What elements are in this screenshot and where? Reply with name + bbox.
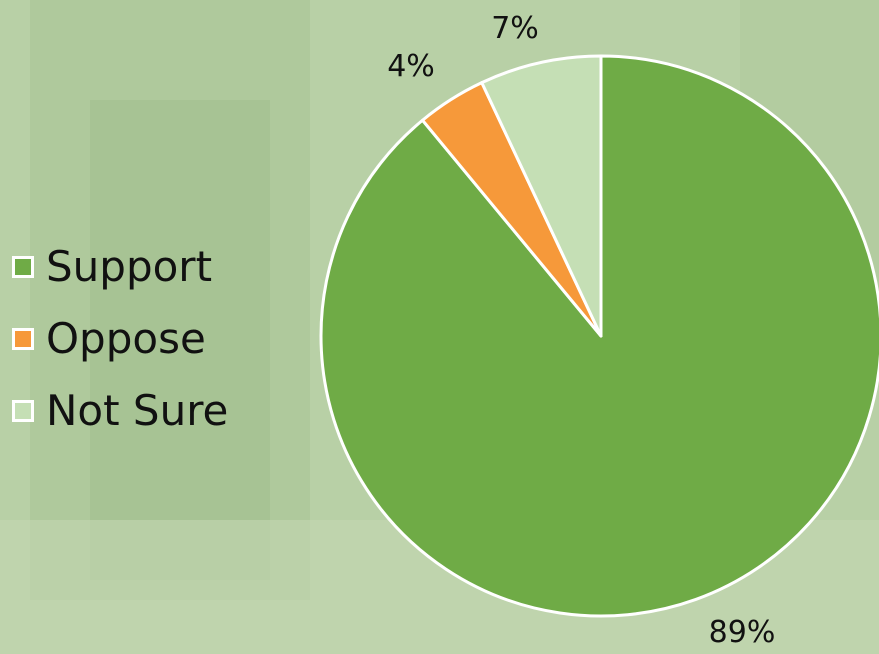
chart-legend: Support Oppose Not Sure [12,240,228,438]
pie-slice-not-sure [480,54,603,338]
pie-data-labels: 89% 4% 7% [387,11,775,650]
legend-item-support: Support [12,240,228,294]
legend-item-oppose: Oppose [12,312,228,366]
legend-swatch-support [12,256,34,278]
data-label-not-sure: 7% [491,11,539,46]
legend-label-not-sure: Not Sure [46,386,229,435]
data-label-oppose: 4% [387,49,435,84]
legend-swatch-not-sure [12,400,34,422]
legend-label-oppose: Oppose [46,314,206,363]
legend-item-not-sure: Not Sure [12,384,228,438]
legend-label-support: Support [46,242,213,291]
pie-slices [319,54,879,618]
data-label-support: 89% [709,615,776,650]
legend-swatch-oppose [12,328,34,350]
